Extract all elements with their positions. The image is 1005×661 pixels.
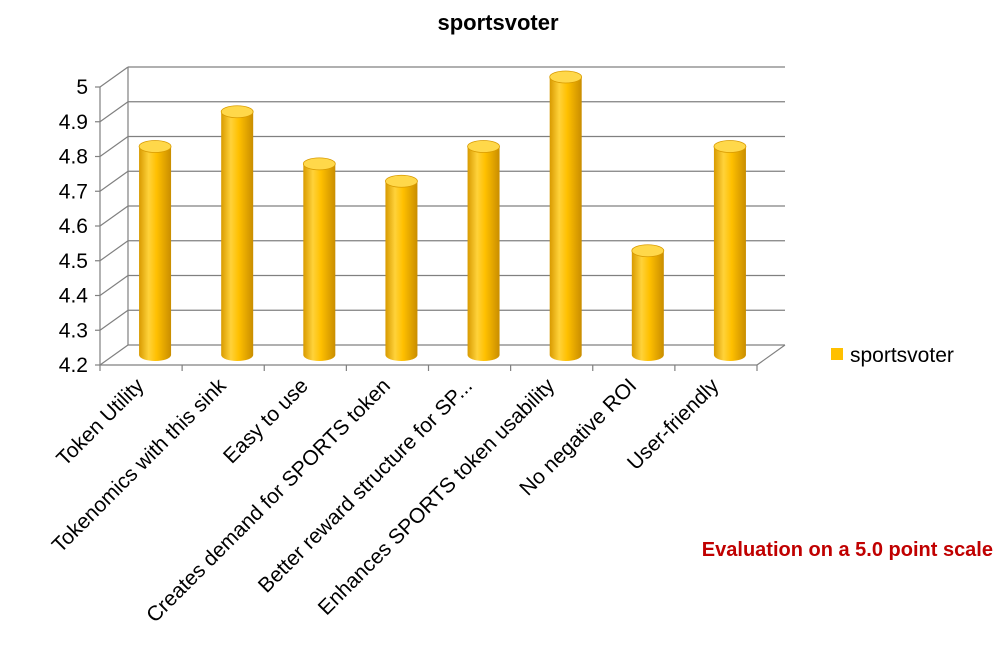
bar-body [385, 181, 418, 361]
y-axis-ticks: 4.2 4.3 4.4 4.5 4.6 4.7 4.8 4.9 5 [59, 76, 100, 377]
gridline-depth [99, 170, 129, 192]
bar-top [467, 140, 500, 153]
bars [138, 70, 747, 361]
y-tick-label: 4.2 [59, 354, 88, 377]
legend: sportsvoter [831, 344, 954, 367]
bar-top [385, 174, 418, 188]
bar [631, 244, 665, 361]
bar-top [713, 140, 747, 153]
bar-body [549, 77, 582, 361]
legend-swatch [831, 348, 843, 360]
bar [713, 140, 747, 361]
bar [138, 140, 172, 361]
gridline-depth [99, 309, 129, 331]
y-tick-label: 4.8 [59, 146, 88, 169]
chart-title: sportsvoter [437, 10, 558, 35]
grid [99, 66, 786, 371]
gridline-depth [99, 240, 129, 262]
legend-label: sportsvoter [850, 344, 954, 367]
bar-body [139, 146, 172, 361]
y-tick-label: 4.4 [59, 285, 89, 308]
bar-top [138, 140, 172, 153]
y-tick-label: 5 [76, 76, 88, 99]
bar-top [302, 157, 336, 171]
bar [467, 140, 500, 361]
bar-body [303, 163, 336, 361]
gridline-depth [99, 136, 129, 157]
x-tick-label: Tokenomics with this sink [48, 374, 231, 557]
bar-body [631, 250, 664, 361]
bar [385, 174, 418, 361]
y-tick-label: 4.5 [59, 250, 88, 273]
bar-top [549, 70, 583, 84]
bar-body [467, 146, 500, 361]
bar [220, 105, 254, 361]
gridline-depth [99, 205, 129, 227]
bar-body [221, 111, 254, 361]
scale-note: Evaluation on a 5.0 point scale [702, 539, 993, 561]
bar-top [631, 244, 665, 258]
bar-top [220, 105, 254, 119]
gridline-depth [99, 66, 129, 88]
y-tick-label: 4.6 [59, 215, 88, 238]
bar-body [713, 146, 746, 361]
y-tick-label: 4.3 [59, 319, 88, 342]
gridline-depth [99, 275, 129, 296]
y-tick-label: 4.9 [59, 111, 88, 134]
bar [549, 70, 583, 361]
gridline-depth [99, 101, 129, 123]
floor-right-edge [756, 344, 786, 366]
y-tick-label: 4.7 [59, 180, 88, 203]
gridline-depth [99, 344, 129, 366]
bar [302, 157, 336, 361]
